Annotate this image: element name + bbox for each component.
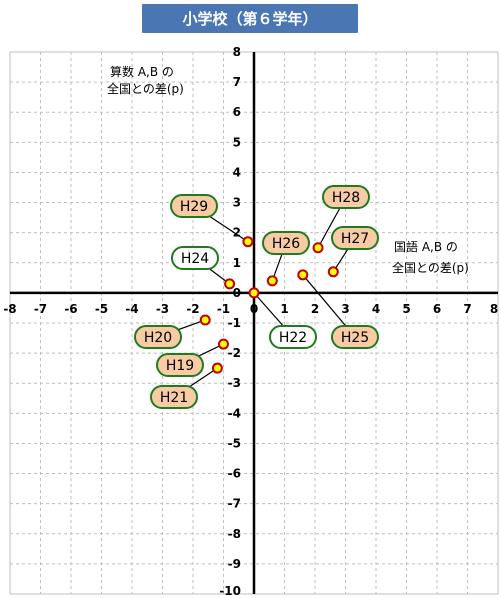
x-tick-label: 3 (341, 302, 349, 316)
y-tick-label: -9 (228, 557, 241, 571)
point-h28 (312, 242, 324, 254)
y-tick-label: -1 (228, 316, 241, 330)
y-tick-label: -6 (228, 467, 241, 481)
callout-box-h21 (150, 385, 198, 409)
callout-box-h19 (156, 353, 204, 377)
callout-label-h19: H19 (166, 358, 194, 374)
callout-box-h28 (322, 185, 370, 209)
data-points (199, 236, 339, 374)
callout-label-h21: H21 (160, 390, 188, 406)
callout-box-h20 (134, 325, 182, 349)
callout-box-h24 (171, 246, 219, 270)
callout-label-h22: H22 (279, 330, 307, 346)
axis-labels: 算数 A,B の 全国との差(p) 国語 A,B の 全国との差(p) (107, 64, 469, 275)
x-tick-label: -1 (217, 302, 230, 316)
x-tick-label: 2 (311, 302, 319, 316)
x-tick-label: 4 (372, 302, 380, 316)
y-tick-label: 8 (233, 45, 241, 59)
x-tick-label: -2 (186, 302, 199, 316)
point-h27 (327, 266, 339, 278)
callout-label-h24: H24 (181, 251, 209, 267)
y-tick-label: -7 (228, 497, 241, 511)
y-tick-label: 7 (233, 75, 241, 89)
x-tick-label: -8 (3, 302, 16, 316)
y-tick-label: 5 (233, 135, 241, 149)
callout-label-h20: H20 (144, 330, 172, 346)
x-tick-label: 6 (433, 302, 441, 316)
x-axis-label-line1: 国語 A,B の (394, 239, 458, 254)
point-h29 (242, 236, 254, 248)
x-tick-label: 1 (280, 302, 288, 316)
callout-label-h27: H27 (341, 231, 369, 247)
x-tick-label: -4 (125, 302, 138, 316)
callout-label-h29: H29 (180, 199, 208, 215)
point-h24 (224, 278, 236, 290)
chart-title: 小学校（第６学年） (142, 4, 358, 33)
y-tick-label: -8 (228, 527, 241, 541)
y-tick-label: 4 (233, 165, 241, 179)
callout-box-h26 (262, 231, 310, 255)
callout-box-h25 (331, 325, 379, 349)
x-tick-label: -5 (95, 302, 108, 316)
tick-labels: -8 -7 -6 -5 -4 -3 -2 -1 0 1 2 3 4 5 6 7 8-10-9-8-7-6-5-4… (3, 45, 498, 598)
y-tick-label: -2 (228, 346, 241, 360)
callout-label-h25: H25 (341, 330, 369, 346)
callout-box-h27 (331, 226, 379, 250)
y-tick-label: 6 (233, 105, 241, 119)
x-tick-label: -3 (156, 302, 169, 316)
callout-labels: H19 H20 H21 H22 H24 H25 H26 H27 H28 H29 (134, 185, 379, 409)
point-h21 (211, 362, 223, 374)
x-tick-label: 8 (490, 302, 498, 316)
y-tick-label: 2 (233, 226, 241, 240)
y-tick-label: -10 (219, 584, 241, 598)
callout-box-h29 (170, 194, 218, 218)
x-tick-label: 5 (402, 302, 410, 316)
x-tick-label: -6 (64, 302, 77, 316)
y-axis-label-line2: 全国との差(p) (107, 81, 184, 96)
y-tick-label: -3 (228, 376, 241, 390)
x-tick-label: 7 (463, 302, 471, 316)
y-tick-label: -4 (228, 406, 241, 420)
x-tick-label: 0 (250, 302, 258, 316)
callout-box-h22 (269, 325, 317, 349)
y-tick-label: 0 (233, 286, 241, 300)
x-axis-label-line2: 全国との差(p) (392, 260, 469, 275)
y-tick-label: 3 (233, 196, 241, 210)
point-h20 (199, 314, 211, 326)
point-h19 (218, 338, 229, 350)
point-h22 (248, 287, 260, 299)
x-tick-label: -7 (34, 302, 47, 316)
y-tick-label: -5 (228, 436, 241, 450)
y-axis-label-line1: 算数 A,B の (110, 64, 174, 79)
callout-label-h28: H28 (332, 190, 360, 206)
point-h26 (266, 275, 278, 287)
callout-label-h26: H26 (272, 236, 300, 252)
point-h25 (297, 269, 309, 281)
y-tick-label: 1 (233, 256, 241, 270)
